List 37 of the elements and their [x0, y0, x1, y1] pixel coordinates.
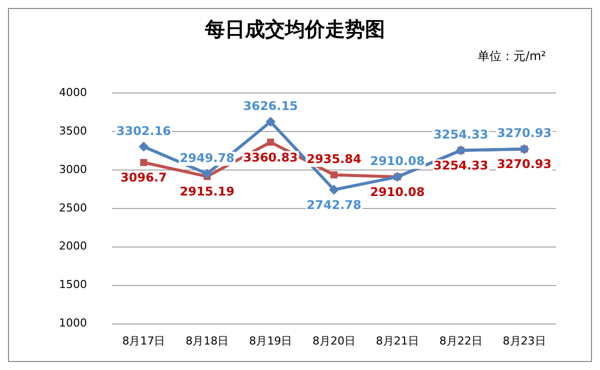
y-tick-label: 1000	[58, 316, 87, 330]
point	[266, 116, 276, 127]
data-label: 3302.16	[116, 124, 172, 138]
data-label: 3360.83	[243, 150, 298, 164]
y-tick-label: 1500	[58, 278, 87, 292]
data-label: 3270.93	[496, 157, 552, 172]
x-tick-label: 8月17日	[122, 334, 166, 348]
data-label: 3096.7	[120, 170, 167, 185]
x-tick-label: 8月21日	[376, 334, 419, 348]
data-label: 2935.84	[306, 152, 362, 166]
y-tick-label: 3500	[58, 124, 87, 138]
data-label: 2915.19	[180, 184, 234, 199]
data-label: 3254.33	[434, 158, 488, 172]
data-label: 2910.08	[370, 154, 425, 168]
point	[140, 158, 148, 166]
y-tick-label: 4000	[58, 86, 87, 99]
y-tick-label: 2500	[58, 201, 87, 214]
data-label: 2742.78	[306, 198, 362, 212]
chart-title: 每日成交均价走势图	[204, 17, 385, 42]
data-label: 3270.93	[496, 126, 552, 140]
x-tick-label: 8月23日	[502, 334, 546, 348]
point	[138, 142, 149, 152]
data-label: 2949.78	[180, 150, 234, 165]
x-tick-label: 8月20日	[312, 334, 356, 348]
point	[267, 138, 274, 146]
data-label: 2910.08	[370, 184, 425, 199]
point	[202, 168, 212, 179]
x-tick-label: 8月19日	[249, 334, 292, 348]
x-tick-label: 8月22日	[439, 334, 482, 348]
point	[328, 184, 339, 195]
point	[330, 171, 338, 178]
data-label: 3254.33	[434, 127, 488, 142]
y-tick-label: 3000	[58, 162, 87, 176]
text: 单位：元/m²	[477, 49, 546, 64]
y-tick-label: 2000	[58, 240, 87, 253]
x-tick-label: 8月18日	[186, 334, 229, 348]
data-label: 3626.15	[243, 98, 298, 113]
